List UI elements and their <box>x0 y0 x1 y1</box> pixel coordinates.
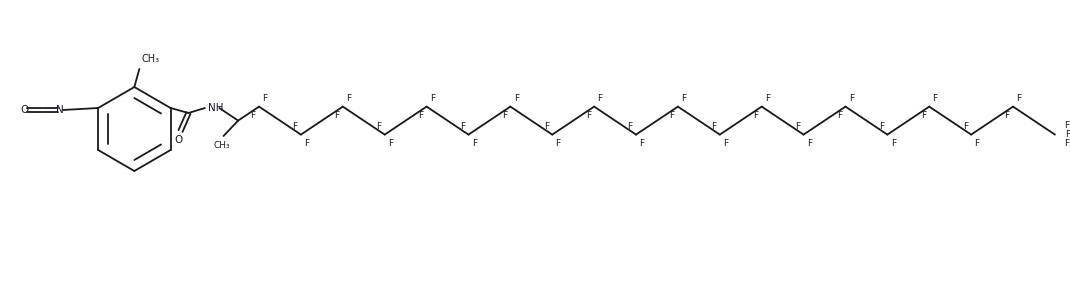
Text: F: F <box>670 111 674 119</box>
Text: F: F <box>472 139 477 148</box>
Text: F: F <box>555 139 561 148</box>
Text: F: F <box>418 111 424 119</box>
Text: F: F <box>765 94 770 103</box>
Text: F: F <box>963 122 967 131</box>
Text: F: F <box>975 139 980 148</box>
Text: F: F <box>890 139 896 148</box>
Text: F: F <box>837 111 842 119</box>
Text: F: F <box>712 122 717 131</box>
Text: CH₃: CH₃ <box>213 141 230 150</box>
Text: F: F <box>1005 111 1010 119</box>
Text: F: F <box>795 122 800 131</box>
Text: F: F <box>1016 94 1022 103</box>
Text: F: F <box>544 122 549 131</box>
Text: F: F <box>334 111 339 119</box>
Text: F: F <box>460 122 465 131</box>
Text: F: F <box>502 111 507 119</box>
Text: O: O <box>174 135 183 145</box>
Text: F: F <box>878 122 884 131</box>
Text: F: F <box>1064 139 1069 148</box>
Text: F: F <box>921 111 926 119</box>
Text: O: O <box>20 105 29 115</box>
Text: F: F <box>933 94 937 103</box>
Text: F: F <box>388 139 393 148</box>
Text: F: F <box>1065 130 1070 139</box>
Text: CH₃: CH₃ <box>141 54 159 64</box>
Text: F: F <box>723 139 729 148</box>
Text: F: F <box>627 122 632 131</box>
Text: F: F <box>262 94 268 103</box>
Text: F: F <box>640 139 644 148</box>
Text: F: F <box>807 139 812 148</box>
Text: NH: NH <box>209 103 224 113</box>
Text: F: F <box>347 94 351 103</box>
Text: F: F <box>1064 121 1069 130</box>
Text: F: F <box>753 111 759 119</box>
Text: F: F <box>585 111 591 119</box>
Text: F: F <box>250 111 256 119</box>
Text: F: F <box>682 94 686 103</box>
Text: F: F <box>849 94 854 103</box>
Text: F: F <box>304 139 309 148</box>
Text: F: F <box>377 122 381 131</box>
Text: F: F <box>292 122 297 131</box>
Text: F: F <box>430 94 435 103</box>
Text: F: F <box>597 94 602 103</box>
Text: N: N <box>57 105 64 115</box>
Text: F: F <box>514 94 519 103</box>
